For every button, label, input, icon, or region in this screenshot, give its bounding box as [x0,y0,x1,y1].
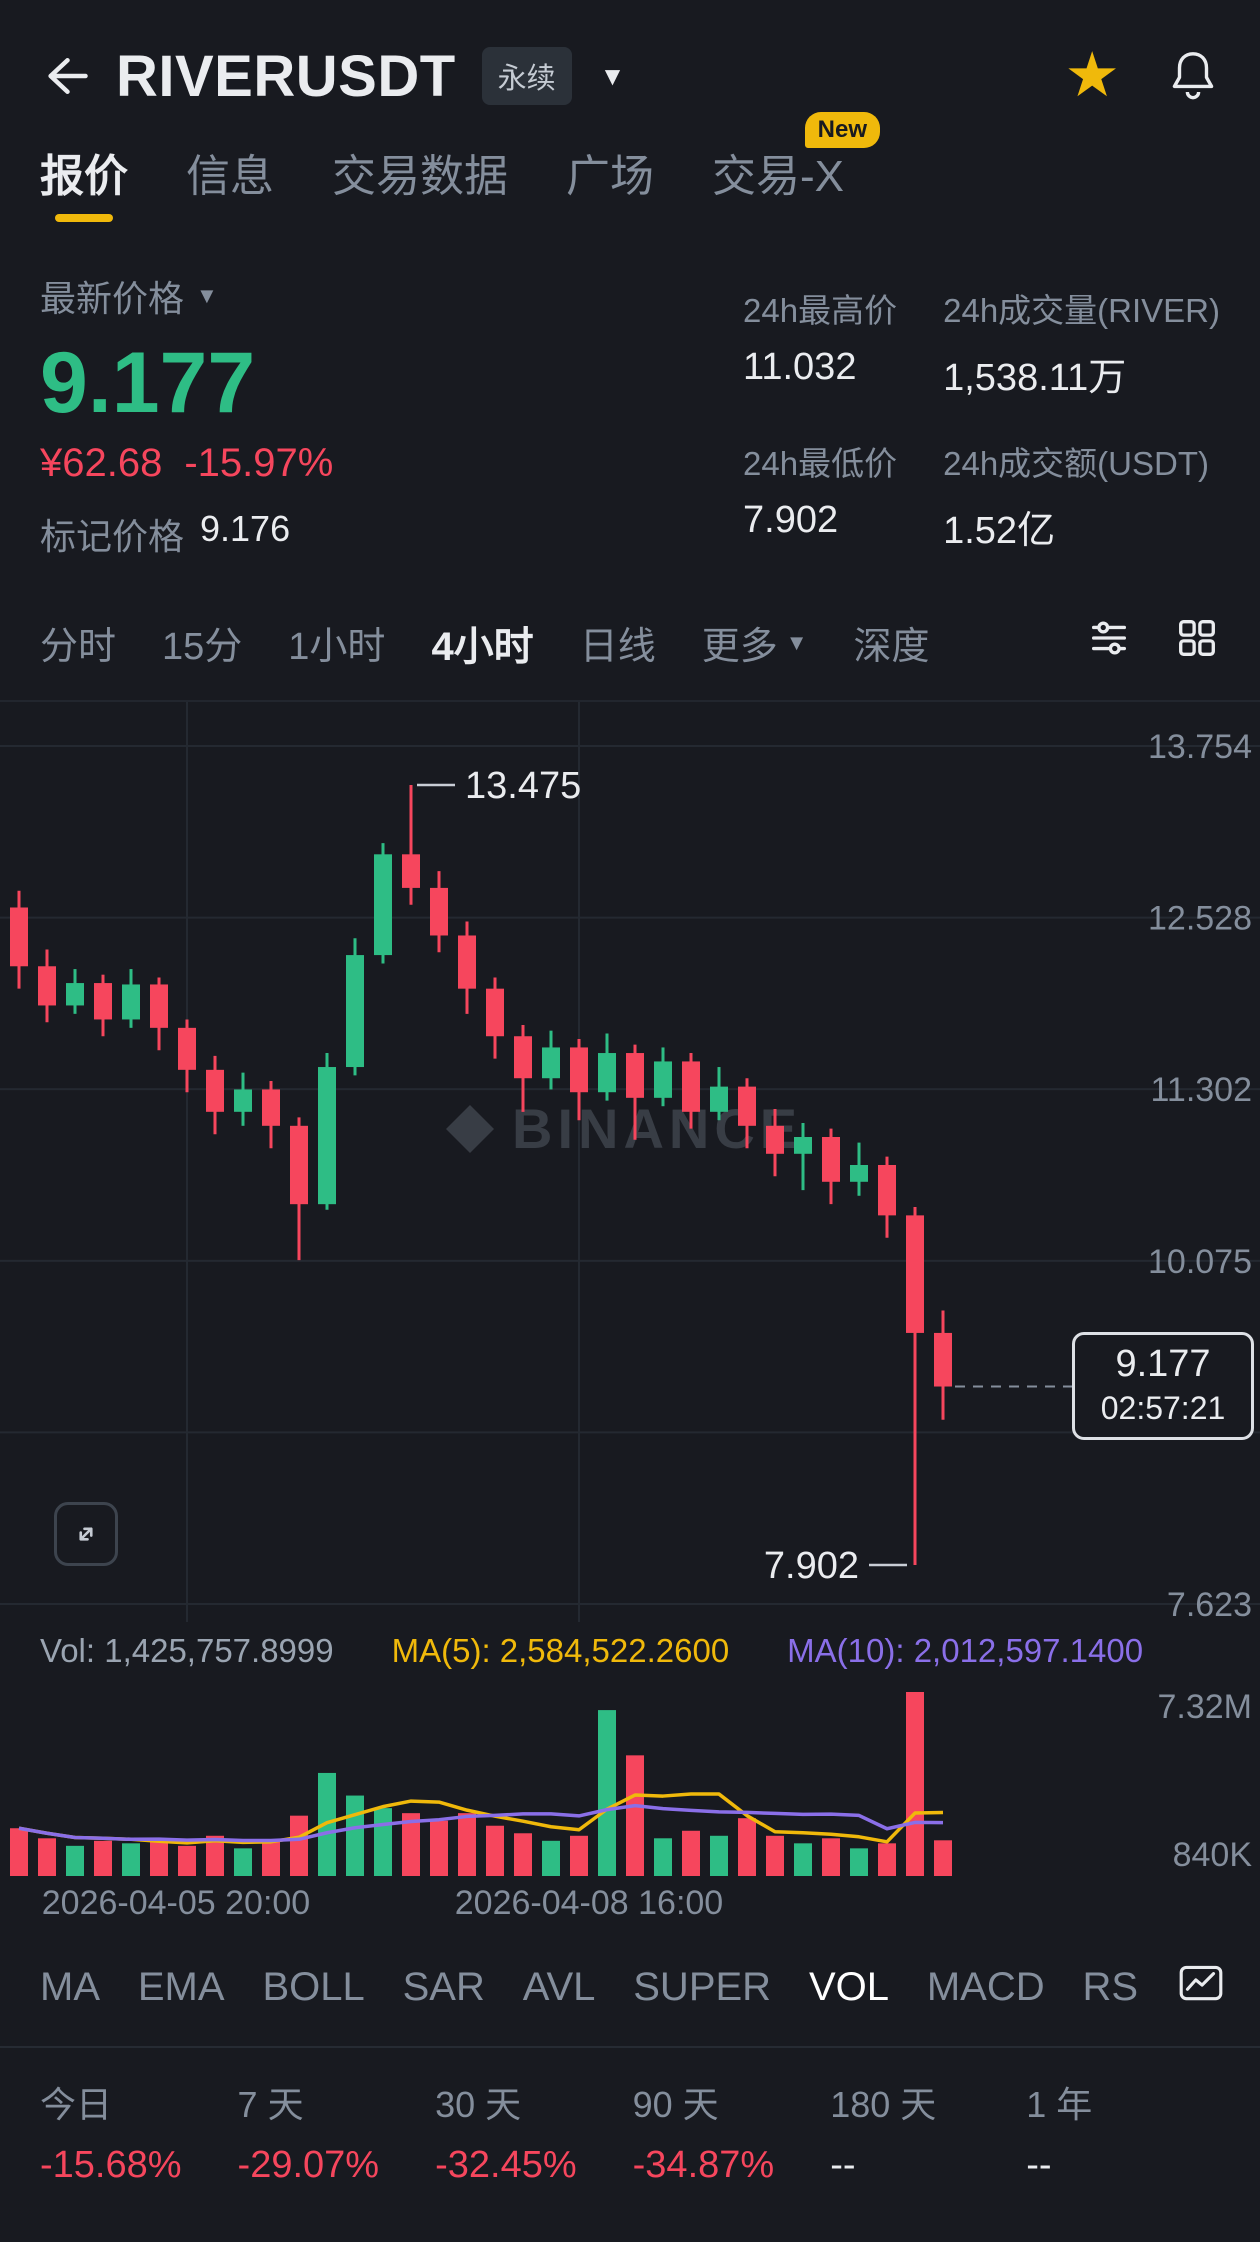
indicator-edit-icon[interactable] [1176,1958,1226,2018]
perf-1y: 1 年 -- [1026,2083,1093,2186]
volume-chart-canvas[interactable]: 7.32M 840K [0,1676,1260,1882]
notification-bell-icon[interactable] [1166,47,1220,106]
price-change-row: ¥62.68 -15.97% [40,441,333,486]
more-caret-icon: ▼ [785,629,808,655]
tab-square[interactable]: 广场 [566,152,654,201]
contract-type-badge: 永续 [481,47,572,105]
svg-text:13.475: 13.475 [465,765,581,807]
stat-24h-turnover: 24h成交额(USDT) 1.52亿 [943,445,1209,552]
tf-depth[interactable]: 深度 [853,626,930,669]
perf-90d: 90 天 -34.87% [632,2083,775,2186]
volume-legend: Vol: 1,425,757.8999 MA(5): 2,584,522.260… [0,1622,1260,1670]
indicator-vol[interactable]: VOL [808,1965,889,2010]
svg-text:11.302: 11.302 [1151,1071,1252,1109]
tf-minute[interactable]: 分时 [40,626,117,669]
candlestick-chart[interactable]: BINANCE 13.475 7.902 13.754 12.528 11.302 10.0… [0,699,1260,1622]
svg-text:7.902: 7.902 [764,1545,859,1587]
tag-countdown: 02:57:21 [1100,1390,1226,1427]
price-chart-canvas[interactable]: BINANCE 13.475 7.902 13.754 12.528 11.302 10.0… [0,701,1260,1622]
vol-ma10-value: MA(10): 2,012,597.1400 [787,1631,1144,1669]
perf-today: 今日 -15.68% [40,2083,182,2186]
x-axis: 2026-04-05 20:00 2026-04-08 16:00 [0,1882,1260,1928]
x-axis-label-1: 2026-04-05 20:00 [41,1883,311,1922]
perf-180d: 180 天 -- [830,2083,937,2186]
vol-ma5-value: MA(5): 2,584,522.2600 [391,1631,730,1669]
indicator-sar[interactable]: SAR [402,1965,485,2010]
change-percent: -15.97% [184,440,334,485]
indicator-ema[interactable]: EMA [137,1965,225,2010]
perf-7d: 7 天 -29.07% [237,2083,380,2186]
stat-24h-high: 24h最高价 11.032 [743,292,898,388]
svg-text:BINANCE: BINANCE [512,1097,802,1160]
performance-row: 今日 -15.68% 7 天 -29.07% 30 天 -32.45% 90 天… [0,2048,1260,2219]
latest-price-selector[interactable]: 最新价格 ▼ [40,278,218,319]
svg-text:7.623: 7.623 [1167,1586,1252,1622]
tab-bar: 报价 信息 交易数据 广场 交易-X New [0,112,1260,230]
header: RIVERUSDT 永续 ▼ ★ [0,0,1260,122]
x-axis-label-2: 2026-04-08 16:00 [454,1883,724,1922]
last-price: 9.177 [40,335,256,431]
back-arrow-icon [48,58,88,94]
fullscreen-button[interactable] [54,1501,118,1566]
svg-text:10.075: 10.075 [1148,1242,1252,1280]
tf-15m[interactable]: 15分 [162,626,243,669]
indicator-ma[interactable]: MA [40,1965,100,2010]
stat-24h-low: 24h最低价 7.902 [743,445,898,541]
fiat-value: ¥62.68 [40,440,163,485]
indicator-boll[interactable]: BOLL [262,1965,365,2010]
indicator-bar: MA EMA BOLL SAR AVL SUPER VOL MACD RS [0,1928,1260,2048]
tf-more[interactable]: 更多 ▼ [701,626,808,669]
tf-1h[interactable]: 1小时 [288,626,386,669]
tab-info[interactable]: 信息 [186,152,274,201]
favorite-star-icon[interactable]: ★ [1064,41,1120,110]
tab-trade-x[interactable]: 交易-X New [712,112,880,230]
stat-24h-volume: 24h成交量(RIVER) 1,538.11万 [943,292,1220,399]
perf-30d: 30 天 -32.45% [435,2083,577,2186]
new-badge: New [804,112,880,148]
price-section: 最新价格 ▼ 9.177 ¥62.68 -15.97% 标记价格 9.176 2… [0,230,1260,566]
svg-text:12.528: 12.528 [1148,899,1252,937]
vol-value: Vol: 1,425,757.8999 [40,1631,334,1669]
tf-4h[interactable]: 4小时 [431,624,534,669]
back-button[interactable] [36,49,90,103]
last-price-tag[interactable]: 9.177 02:57:21 [1072,1332,1254,1441]
tab-trading-data[interactable]: 交易数据 [332,152,508,201]
tf-1d[interactable]: 日线 [579,626,656,669]
layout-grid-icon[interactable] [1174,615,1220,671]
tag-price: 9.177 [1115,1343,1211,1386]
mark-price-row: 标记价格 9.176 [40,508,333,560]
svg-text:7.32M: 7.32M [1158,1688,1253,1726]
indicator-super[interactable]: SUPER [633,1965,772,2010]
indicator-rsi[interactable]: RS [1082,1965,1139,2010]
symbol-title: RIVERUSDT [116,43,456,109]
price-dropdown-icon: ▼ [196,283,218,308]
expand-icon [79,1527,93,1541]
timeframe-bar: 分时 15分 1小时 4小时 日线 更多 ▼ 深度 [0,566,1260,700]
volume-pane: Vol: 1,425,757.8999 MA(5): 2,584,522.260… [0,1622,1260,1882]
indicator-macd[interactable]: MACD [926,1965,1045,2010]
chart-settings-icon[interactable] [1086,615,1132,671]
svg-text:13.754: 13.754 [1148,728,1252,766]
svg-text:840K: 840K [1173,1836,1253,1874]
mark-price: 9.176 [200,507,291,549]
symbol-dropdown-icon[interactable]: ▼ [599,60,626,91]
tab-quote[interactable]: 报价 [40,140,128,230]
stats-grid: 24h最高价 11.032 24h成交量(RIVER) 1,538.11万 24… [743,284,1220,560]
indicator-avl[interactable]: AVL [522,1965,596,2010]
